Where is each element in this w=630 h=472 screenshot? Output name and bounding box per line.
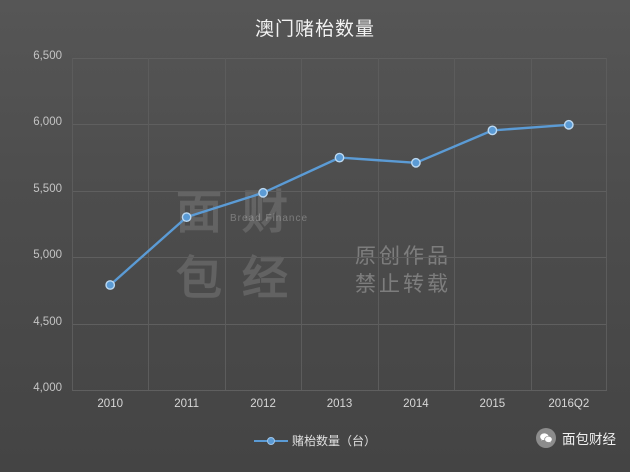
gridline [72, 58, 607, 59]
x-axis-tick-label: 2016Q2 [548, 398, 590, 410]
y-axis-tick-label: 5,000 [33, 249, 62, 262]
category-divider [454, 58, 456, 390]
chart-legend: 赌枱数量（台） [0, 432, 630, 449]
brand-name: 面包财经 [562, 432, 616, 448]
y-axis-tick-label: 4,500 [33, 315, 62, 328]
data-point-marker [181, 212, 192, 223]
legend-label: 赌枱数量（台） [291, 434, 376, 448]
x-axis-tick-label: 2014 [403, 398, 429, 410]
series-line [109, 123, 570, 287]
plot-area [72, 58, 607, 391]
chart-title: 澳门赌枱数量 [254, 18, 375, 40]
gridline [72, 390, 607, 391]
x-axis-tick-label: 2012 [250, 398, 276, 410]
gridline [72, 323, 607, 325]
category-divider [72, 58, 73, 390]
y-axis-tick-label: 6,500 [33, 50, 62, 62]
y-axis-tick-label: 4,000 [33, 382, 62, 394]
legend-swatch [253, 435, 288, 447]
wechat-icon [536, 428, 556, 448]
x-axis-tick-label: 2015 [479, 398, 506, 410]
gridline [72, 190, 607, 192]
category-divider [224, 58, 226, 390]
x-axis-tick-label: 2010 [97, 398, 123, 410]
x-axis-tick-label: 2011 [174, 398, 199, 410]
category-divider [377, 58, 379, 390]
gridline [72, 257, 607, 259]
gridline [72, 124, 607, 126]
data-point-marker [410, 157, 421, 168]
data-point-marker [563, 119, 574, 130]
category-divider [606, 58, 607, 390]
category-divider [301, 58, 303, 390]
brand-footer: 面包财经 [536, 428, 616, 448]
category-divider [148, 58, 150, 390]
x-axis-tick-label: 2013 [326, 398, 353, 410]
series-line-chart [105, 119, 574, 290]
data-point-marker [258, 187, 269, 198]
data-point-marker [334, 152, 345, 163]
y-axis-tick-label: 5,500 [33, 182, 62, 195]
data-point-marker [105, 280, 116, 290]
data-point-marker [487, 125, 498, 136]
y-axis-tick-label: 6,000 [33, 116, 62, 129]
category-divider [530, 58, 532, 390]
legend-marker-icon [266, 436, 275, 445]
